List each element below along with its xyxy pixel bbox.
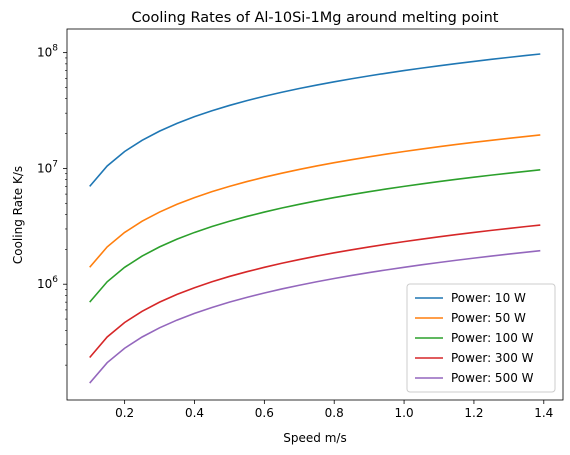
plot-lines xyxy=(89,53,541,384)
series-line-1 xyxy=(89,53,541,187)
legend-label: Power: 10 W xyxy=(451,291,526,305)
series-line-5 xyxy=(89,249,541,384)
series-line-3 xyxy=(89,169,541,303)
x-axis: 0.2 0.4 0.6 0.8 1.0 1.2 1.4 xyxy=(115,400,553,420)
series-line-2 xyxy=(89,134,541,268)
series-line-4 xyxy=(89,224,541,358)
plot-frame xyxy=(66,28,564,401)
y-tick-label: 108 xyxy=(37,44,58,60)
x-tick-label: 1.2 xyxy=(464,406,483,420)
legend: Power: 10 W Power: 50 W Power: 100 W Power:… xyxy=(406,283,556,393)
x-tick-label: 0.6 xyxy=(255,406,274,420)
legend-box xyxy=(406,283,556,393)
x-tick-label: 1.0 xyxy=(395,406,414,420)
legend-label: Power: 500 W xyxy=(451,371,534,385)
x-tick-label: 0.2 xyxy=(115,406,134,420)
chart-title: Cooling Rates of Al-10Si-1Mg around melt… xyxy=(132,10,499,26)
y-tick-label: 107 xyxy=(37,159,58,175)
x-axis-label: Speed m/s xyxy=(283,431,346,445)
legend-label: Power: 100 W xyxy=(451,331,534,345)
y-axis-label: Cooling Rate K/s xyxy=(11,166,25,264)
x-tick-label: 0.8 xyxy=(325,406,344,420)
y-axis: 106 107 108 xyxy=(37,44,67,366)
x-tick-label: 0.4 xyxy=(185,406,204,420)
legend-label: Power: 50 W xyxy=(451,311,526,325)
y-tick-label: 106 xyxy=(37,275,58,291)
legend-label: Power: 300 W xyxy=(451,351,534,365)
x-tick-label: 1.4 xyxy=(534,406,553,420)
